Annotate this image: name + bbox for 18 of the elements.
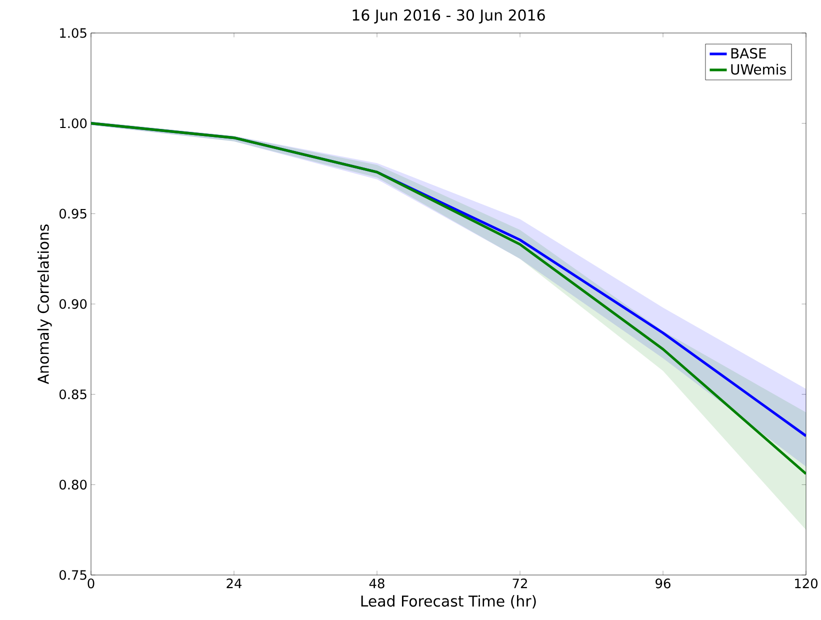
y-tick-label: 1.05 <box>60 28 86 38</box>
chart-title: 16 Jun 2016 - 30 Jun 2016 <box>352 9 545 24</box>
y-tick-label: 0.80 <box>60 480 87 490</box>
x-tick-label: 24 <box>226 578 242 588</box>
y-tick-label: 0.90 <box>60 299 87 309</box>
x-tick-label: 48 <box>369 578 384 588</box>
y-tick-label: 0.85 <box>60 389 86 400</box>
x-tick-label: 72 <box>512 578 527 588</box>
x-axis-title: Lead Forecast Time (hr) <box>361 595 536 608</box>
legend-label: UWemis <box>731 64 786 75</box>
y-tick-label: 1.00 <box>60 118 87 128</box>
x-tick-label: 96 <box>656 578 670 588</box>
legend-label: BASE <box>731 48 766 59</box>
x-tick-label: 0 <box>88 578 94 588</box>
y-axis-title: Anomaly Correlations <box>37 224 52 384</box>
y-tick-label: 0.75 <box>60 570 86 580</box>
x-tick-label: 120 <box>795 578 818 588</box>
y-tick-label: 0.95 <box>60 208 86 219</box>
